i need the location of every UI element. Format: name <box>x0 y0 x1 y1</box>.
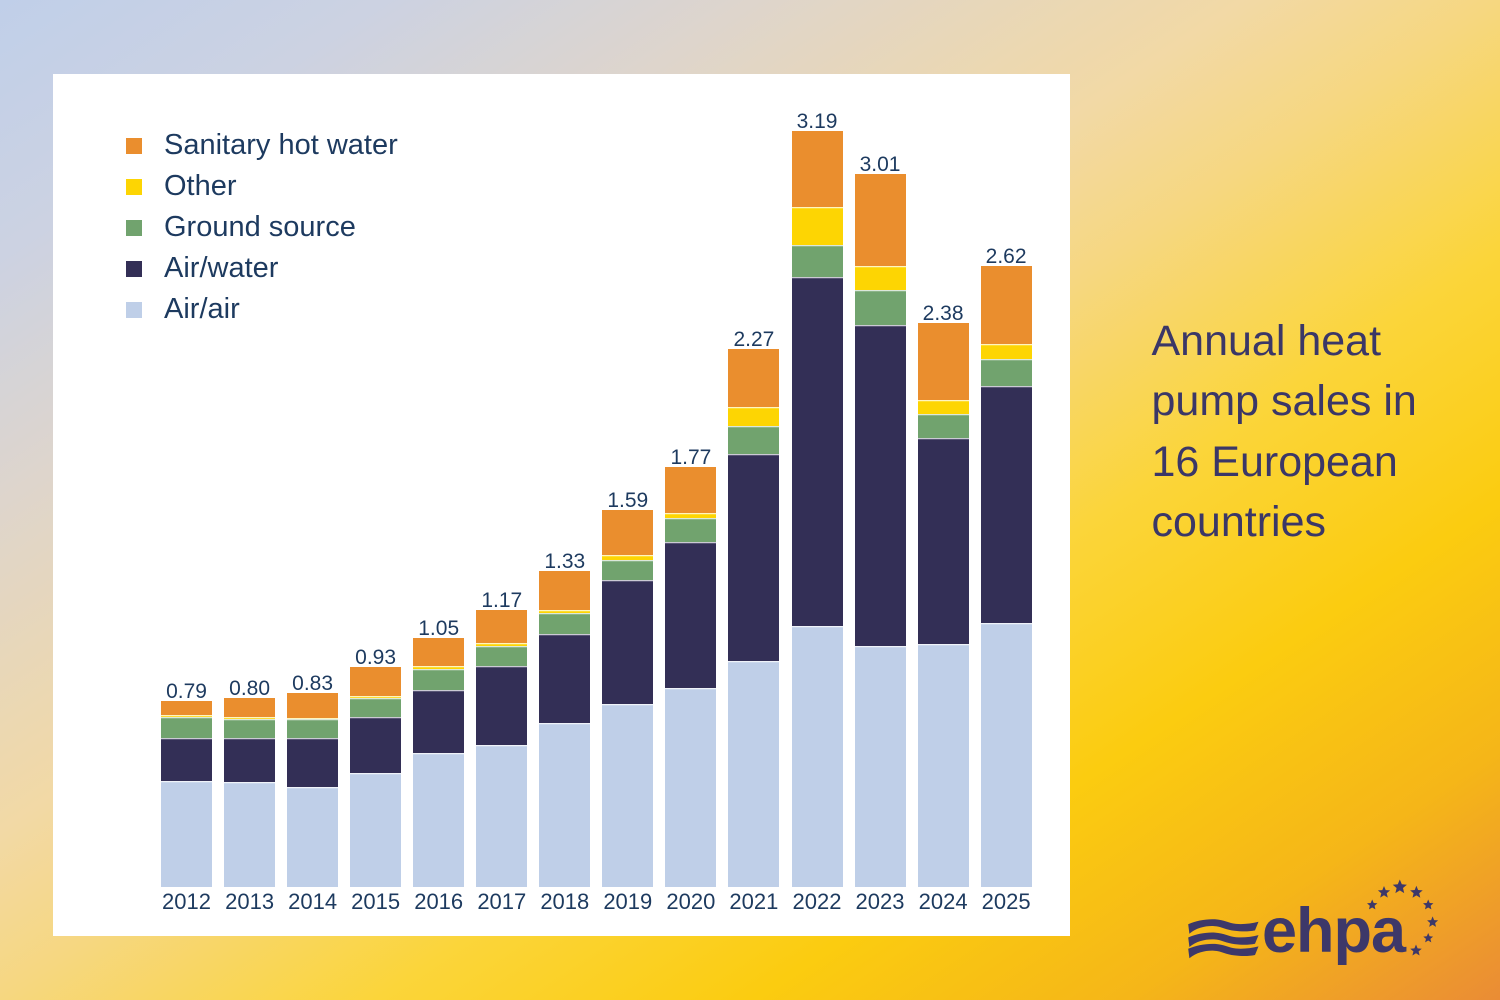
svg-text:ehpa: ehpa <box>1262 896 1407 966</box>
